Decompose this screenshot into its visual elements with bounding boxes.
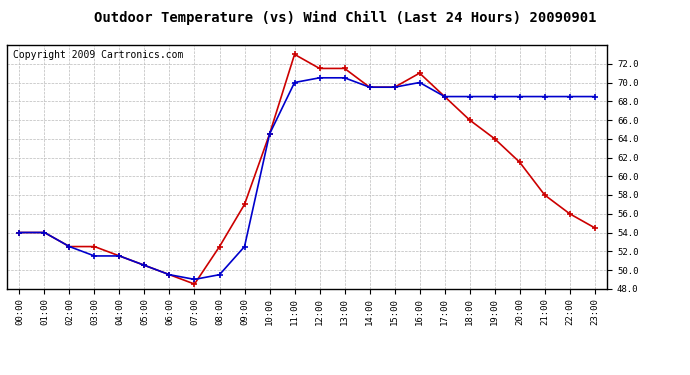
Text: Outdoor Temperature (vs) Wind Chill (Last 24 Hours) 20090901: Outdoor Temperature (vs) Wind Chill (Las… <box>94 11 596 26</box>
Text: Copyright 2009 Cartronics.com: Copyright 2009 Cartronics.com <box>13 50 184 60</box>
